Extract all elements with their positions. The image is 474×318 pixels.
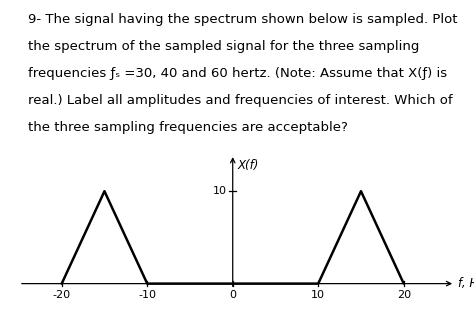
Text: frequencies ƒₛ =30, 40 and 60 hertz. (Note: Assume that X(ƒ) is: frequencies ƒₛ =30, 40 and 60 hertz. (No… — [27, 67, 447, 80]
Text: 10: 10 — [213, 186, 227, 196]
Text: 9- The signal having the spectrum shown below is sampled. Plot: 9- The signal having the spectrum shown … — [27, 13, 457, 26]
Text: the spectrum of the sampled signal for the three sampling: the spectrum of the sampled signal for t… — [27, 40, 419, 53]
Text: 20: 20 — [397, 290, 411, 300]
Text: the three sampling frequencies are acceptable?: the three sampling frequencies are accep… — [27, 121, 347, 134]
Text: real.) Label all amplitudes and frequencies of interest. Which of: real.) Label all amplitudes and frequenc… — [27, 94, 452, 107]
Text: 0: 0 — [229, 290, 236, 300]
Text: X(f): X(f) — [238, 159, 259, 172]
Text: -20: -20 — [53, 290, 71, 300]
Text: 10: 10 — [311, 290, 325, 300]
Text: -10: -10 — [138, 290, 156, 300]
Text: f, Hz: f, Hz — [457, 277, 474, 290]
